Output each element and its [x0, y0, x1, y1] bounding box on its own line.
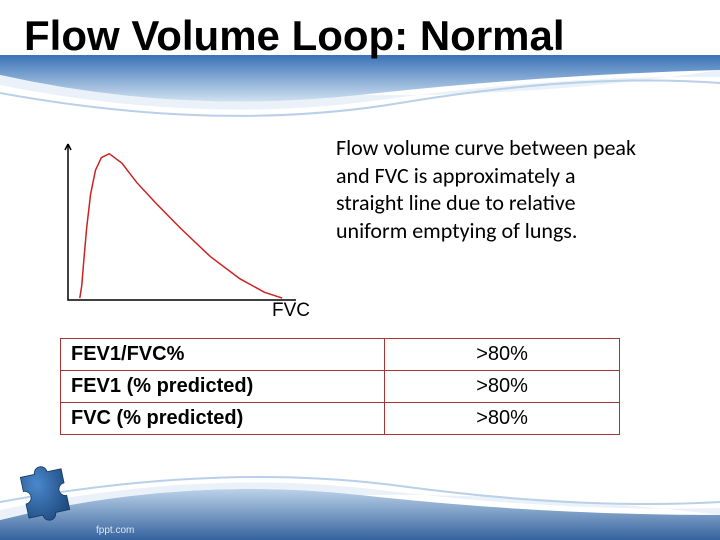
chart-row: FVC Flow volume curve between peak and F… — [60, 140, 660, 320]
table-row: FEV1 (% predicted)>80% — [61, 371, 620, 403]
value-cell: >80% — [385, 403, 620, 435]
description-text: Flow volume curve between peak and FVC i… — [336, 134, 646, 244]
value-cell: >80% — [385, 339, 620, 371]
footer-credit: fppt.com — [96, 525, 134, 536]
table-row: FEV1/FVC%>80% — [61, 339, 620, 371]
values-table: FEV1/FVC%>80%FEV1 (% predicted)>80%FVC (… — [60, 338, 620, 435]
puzzle-icon — [8, 452, 88, 532]
content-area: FVC Flow volume curve between peak and F… — [60, 140, 660, 435]
metric-cell: FEV1 (% predicted) — [61, 371, 385, 403]
metric-cell: FVC (% predicted) — [61, 403, 385, 435]
top-swoosh — [0, 55, 720, 145]
metric-cell: FEV1/FVC% — [61, 339, 385, 371]
flow-volume-chart: FVC — [60, 140, 320, 320]
slide-title: Flow Volume Loop: Normal — [24, 12, 565, 60]
fvc-label: FVC — [272, 300, 310, 322]
table-row: FVC (% predicted)>80% — [61, 403, 620, 435]
value-cell: >80% — [385, 371, 620, 403]
